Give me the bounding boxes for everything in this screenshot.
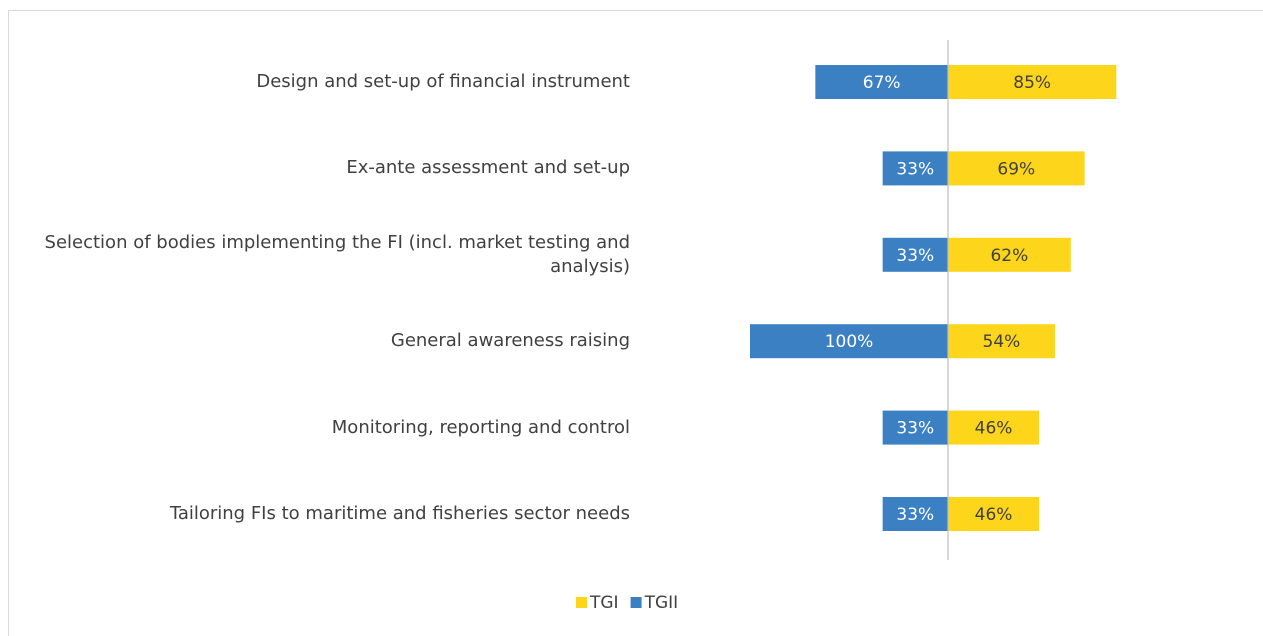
category-label: Tailoring FIs to maritime and fisheries …	[169, 503, 630, 524]
bar	[815, 65, 948, 99]
bar	[948, 151, 1085, 186]
bar	[882, 237, 948, 272]
data-label: 33%	[896, 505, 934, 525]
category-label: Selection of bodies implementing the FI …	[44, 231, 630, 277]
legend-swatch	[576, 597, 587, 608]
data-label: 67%	[863, 73, 901, 93]
data-label: 46%	[975, 419, 1013, 439]
legend-label: TGI	[589, 593, 619, 613]
bar	[948, 410, 1040, 445]
data-label: 33%	[896, 159, 934, 179]
legend-swatch	[630, 597, 642, 608]
chart-border	[8, 10, 1263, 636]
category-label: General awareness raising	[390, 330, 630, 352]
data-label: 33%	[896, 246, 934, 266]
data-label: 33%	[896, 419, 934, 439]
data-label: 85%	[1013, 73, 1051, 93]
bar	[882, 410, 948, 445]
bar	[948, 324, 1055, 359]
data-label: 62%	[990, 246, 1028, 266]
bar	[948, 497, 1040, 531]
data-label: 54%	[983, 332, 1021, 352]
bar	[948, 237, 1071, 272]
category-label: Monitoring, reporting and control	[331, 416, 630, 438]
data-label: 100%	[825, 332, 874, 352]
data-label: 46%	[975, 505, 1013, 525]
bar	[882, 497, 948, 531]
data-label: 69%	[997, 159, 1035, 179]
category-label: Design and set-up of financial instrumen…	[256, 71, 630, 92]
category-label: Ex-ante assessment and set-up	[346, 157, 630, 179]
bar	[750, 324, 948, 359]
bar	[948, 65, 1117, 99]
legend-label: TGII	[644, 593, 679, 613]
bar	[882, 151, 948, 186]
